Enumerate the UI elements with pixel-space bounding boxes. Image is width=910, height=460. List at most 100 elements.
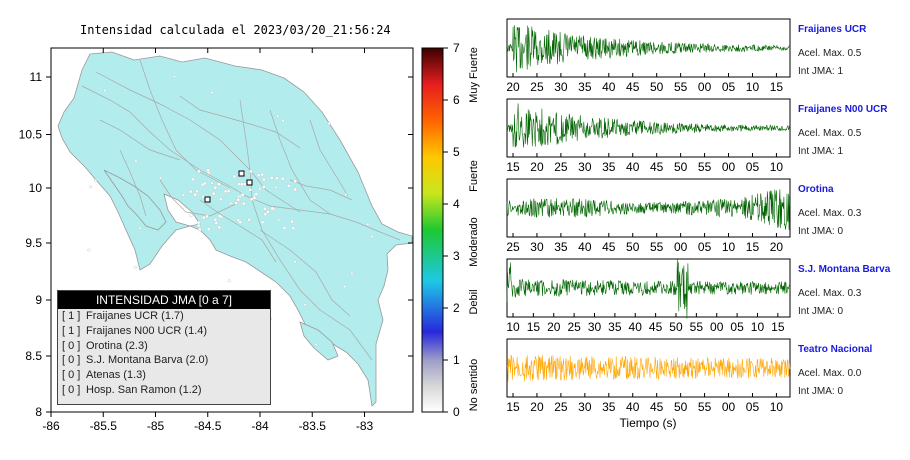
- waveform-tick-label: 35: [602, 400, 616, 414]
- legend-station: S.J. Montana Barva (2.0): [86, 354, 209, 367]
- town-dot: [89, 185, 93, 189]
- waveform-tick-label: 00: [710, 320, 724, 334]
- town-dot: [223, 189, 228, 194]
- waveform-tick-label: 05: [746, 160, 760, 174]
- town-dot: [87, 248, 91, 252]
- colorbar: [421, 47, 444, 413]
- legend-station: Fraijanes N00 UCR (1.4): [86, 324, 208, 337]
- town-dot: [188, 189, 193, 194]
- waveform-tick-label: 30: [588, 320, 602, 334]
- town-dot: [303, 303, 307, 307]
- colorbar-tick-label: 3: [453, 249, 460, 263]
- waveform-tick-label: 20: [770, 240, 784, 254]
- waveform-tick-label: 10: [770, 160, 784, 174]
- waveform-tick-label: 20: [530, 160, 544, 174]
- legend-title: INTENSIDAD JMA [0 a 7]: [58, 291, 270, 309]
- town-dot: [291, 226, 296, 230]
- map-ytick-label: 10: [29, 181, 43, 195]
- land-main: [57, 51, 413, 407]
- waveform-tick-label: 10: [506, 320, 520, 334]
- town-dot: [203, 181, 207, 186]
- waveform-tick-label: 45: [650, 400, 664, 414]
- waveform-tick-label: 15: [506, 400, 520, 414]
- land-nicoya: [103, 169, 167, 231]
- waveform-trace: [506, 259, 791, 319]
- waveform-tick-label: 15: [506, 160, 520, 174]
- waveform-tick-label: 25: [530, 80, 544, 94]
- town-dot: [280, 176, 285, 181]
- colorbar-category-label: Muy Fuerte: [468, 47, 480, 103]
- waveform-tick-label: 20: [530, 400, 544, 414]
- town-dot: [366, 222, 370, 226]
- town-dot: [293, 260, 297, 264]
- waveform-tick-label: 50: [626, 240, 640, 254]
- waveform-tick-label: 25: [567, 320, 581, 334]
- waveform-tick-label: 15: [527, 320, 541, 334]
- town-dot: [133, 265, 137, 269]
- town-dot: [260, 220, 265, 224]
- town-dot: [232, 174, 237, 179]
- waveform-station-name: Fraijanes UCR: [798, 24, 867, 35]
- waveform-tick-label: 30: [530, 240, 544, 254]
- town-dot: [281, 119, 285, 123]
- town-dot: [206, 227, 211, 231]
- waveform-tick-label: 40: [629, 320, 643, 334]
- legend-level: [ 1 ]: [62, 310, 81, 322]
- waveform-tick-label: 25: [506, 240, 520, 254]
- town-dot: [210, 91, 214, 95]
- town-dot: [240, 193, 245, 197]
- town-dot: [270, 206, 275, 211]
- map-xtick-label: -83.5: [299, 419, 327, 433]
- waveform-accel: Acel. Max. 0.5: [798, 48, 862, 59]
- costa-rica-land: [57, 51, 413, 407]
- town-dot: [226, 189, 231, 193]
- waveform-tick-label: 50: [674, 160, 688, 174]
- town-dot: [293, 187, 297, 192]
- town-dot: [189, 213, 193, 218]
- legend-level: [ 0 ]: [62, 383, 81, 396]
- town-dot: [201, 215, 206, 220]
- waveform-tick-label: 10: [770, 400, 784, 414]
- legend-level: [ 0 ]: [62, 339, 81, 352]
- town-dot: [290, 219, 294, 224]
- town-dot: [262, 177, 266, 182]
- map-ytick-label: 9.5: [25, 236, 42, 250]
- waveform-trace: [506, 25, 791, 73]
- map-ytick-label: 8: [35, 405, 42, 419]
- map-ytick-label: 9: [35, 293, 42, 307]
- map-xtick-label: -84.5: [194, 419, 222, 433]
- waveform-tick-label: 20: [506, 80, 520, 94]
- town-dot: [249, 197, 254, 201]
- legend-row: [ 1 ] Fraijanes N00 UCR (1.4): [58, 324, 270, 339]
- waveform-tick-label: 00: [722, 400, 736, 414]
- waveform-tick-label: 55: [674, 80, 688, 94]
- town-dot: [181, 193, 185, 197]
- waveform-tick-label: 25: [554, 400, 568, 414]
- waveform-tick-label: 50: [650, 80, 664, 94]
- legend-level: [ 0 ]: [62, 369, 81, 382]
- legend-row: [ 0 ] Atenas (1.3): [58, 368, 270, 383]
- town-dot: [217, 182, 221, 186]
- station-markers: [204, 170, 253, 203]
- map-xtick-label: -85.5: [90, 419, 118, 433]
- colorbar-tick-label: 7: [453, 41, 460, 55]
- town-dot: [263, 212, 268, 216]
- town-dot: [350, 271, 354, 275]
- waveform-tick-label: 10: [751, 320, 765, 334]
- waveform-tick-label: 30: [578, 400, 592, 414]
- waveform-jma: Int JMA: 1: [798, 66, 844, 77]
- town-dot: [256, 173, 261, 177]
- town-dot: [210, 181, 214, 185]
- colorbar-tick-label: 0: [453, 405, 460, 419]
- town-dot: [172, 74, 176, 78]
- waveform-tick-label: 00: [674, 240, 688, 254]
- town-dot: [213, 185, 218, 190]
- map-ytick-label: 10.5: [19, 128, 43, 142]
- legend-row: [ 0 ] Orotina (2.3): [58, 339, 270, 354]
- town-dot: [344, 193, 348, 197]
- town-dot: [327, 121, 331, 125]
- waveform-tick-label: 20: [547, 320, 561, 334]
- waveform-trace: [506, 103, 791, 148]
- waveform-tick-label: 45: [650, 160, 664, 174]
- colorbar-category-label: Debil: [468, 289, 480, 314]
